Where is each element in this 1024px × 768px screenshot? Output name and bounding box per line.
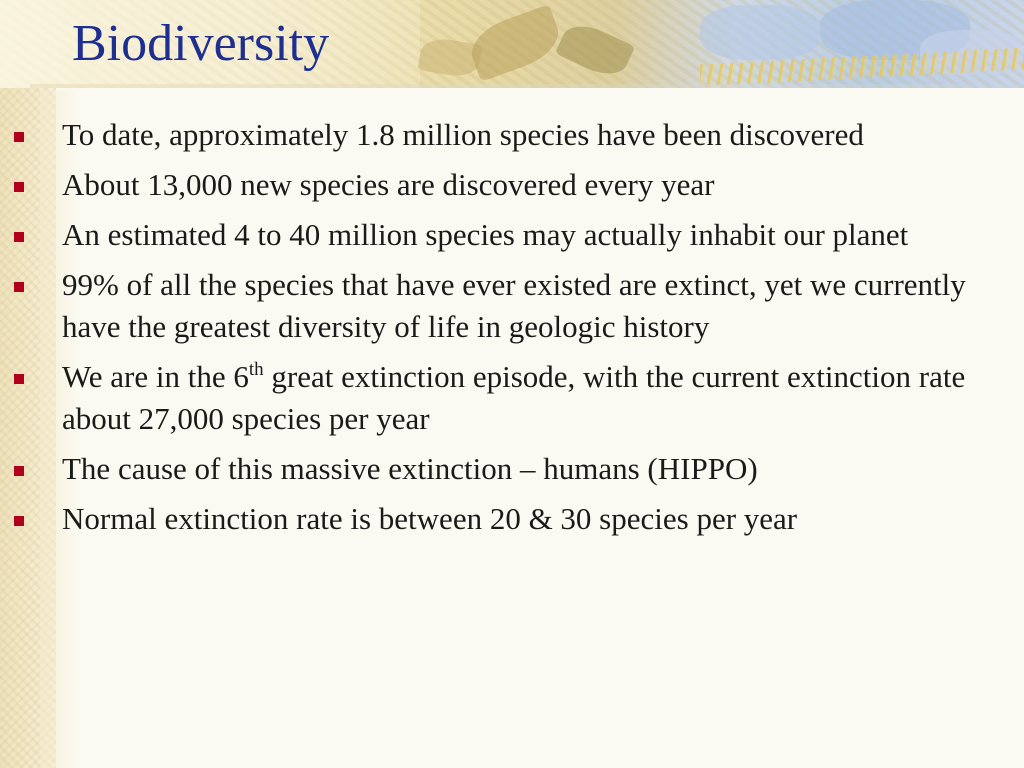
- bullet-text: 99% of all the species that have ever ex…: [62, 267, 966, 344]
- square-bullet-icon: [14, 374, 24, 384]
- bullet-text: Normal extinction rate is between 20 & 3…: [62, 501, 798, 536]
- bullet-text: We are in the 6th great extinction episo…: [62, 359, 965, 436]
- bullet-item: We are in the 6th great extinction episo…: [14, 356, 1014, 440]
- square-bullet-icon: [14, 516, 24, 526]
- bullet-item: To date, approximately 1.8 million speci…: [14, 114, 1014, 156]
- bullet-item: About 13,000 new species are discovered …: [14, 164, 1014, 206]
- square-bullet-icon: [14, 182, 24, 192]
- bullet-item: 99% of all the species that have ever ex…: [14, 264, 1014, 348]
- bullet-list: To date, approximately 1.8 million speci…: [14, 114, 1014, 548]
- ordinal-superscript: th: [248, 359, 264, 380]
- bullet-text-part: great extinction episode, with the curre…: [62, 359, 966, 436]
- square-bullet-icon: [14, 232, 24, 242]
- bullet-text-part: We are in the 6: [62, 359, 249, 394]
- banner-divider: [30, 84, 1024, 88]
- bullet-text: To date, approximately 1.8 million speci…: [62, 117, 864, 152]
- bullet-text: The cause of this massive extinction – h…: [62, 451, 758, 486]
- square-bullet-icon: [14, 132, 24, 142]
- header-banner-image: [0, 0, 1024, 88]
- decorative-texture-fade: [40, 90, 80, 768]
- leaf-graphic: [554, 17, 636, 83]
- bullet-text: About 13,000 new species are discovered …: [62, 167, 715, 202]
- square-bullet-icon: [14, 466, 24, 476]
- bullet-item: An estimated 4 to 40 million species may…: [14, 214, 1014, 256]
- leaf-graphic: [464, 4, 566, 82]
- bullet-item: The cause of this massive extinction – h…: [14, 448, 1014, 490]
- sky-graphic: [700, 5, 820, 60]
- banner-highlight: [0, 0, 420, 88]
- bullet-text: An estimated 4 to 40 million species may…: [62, 217, 909, 252]
- slide-title: Biodiversity: [72, 15, 330, 72]
- bullet-item: Normal extinction rate is between 20 & 3…: [14, 498, 1014, 540]
- square-bullet-icon: [14, 282, 24, 292]
